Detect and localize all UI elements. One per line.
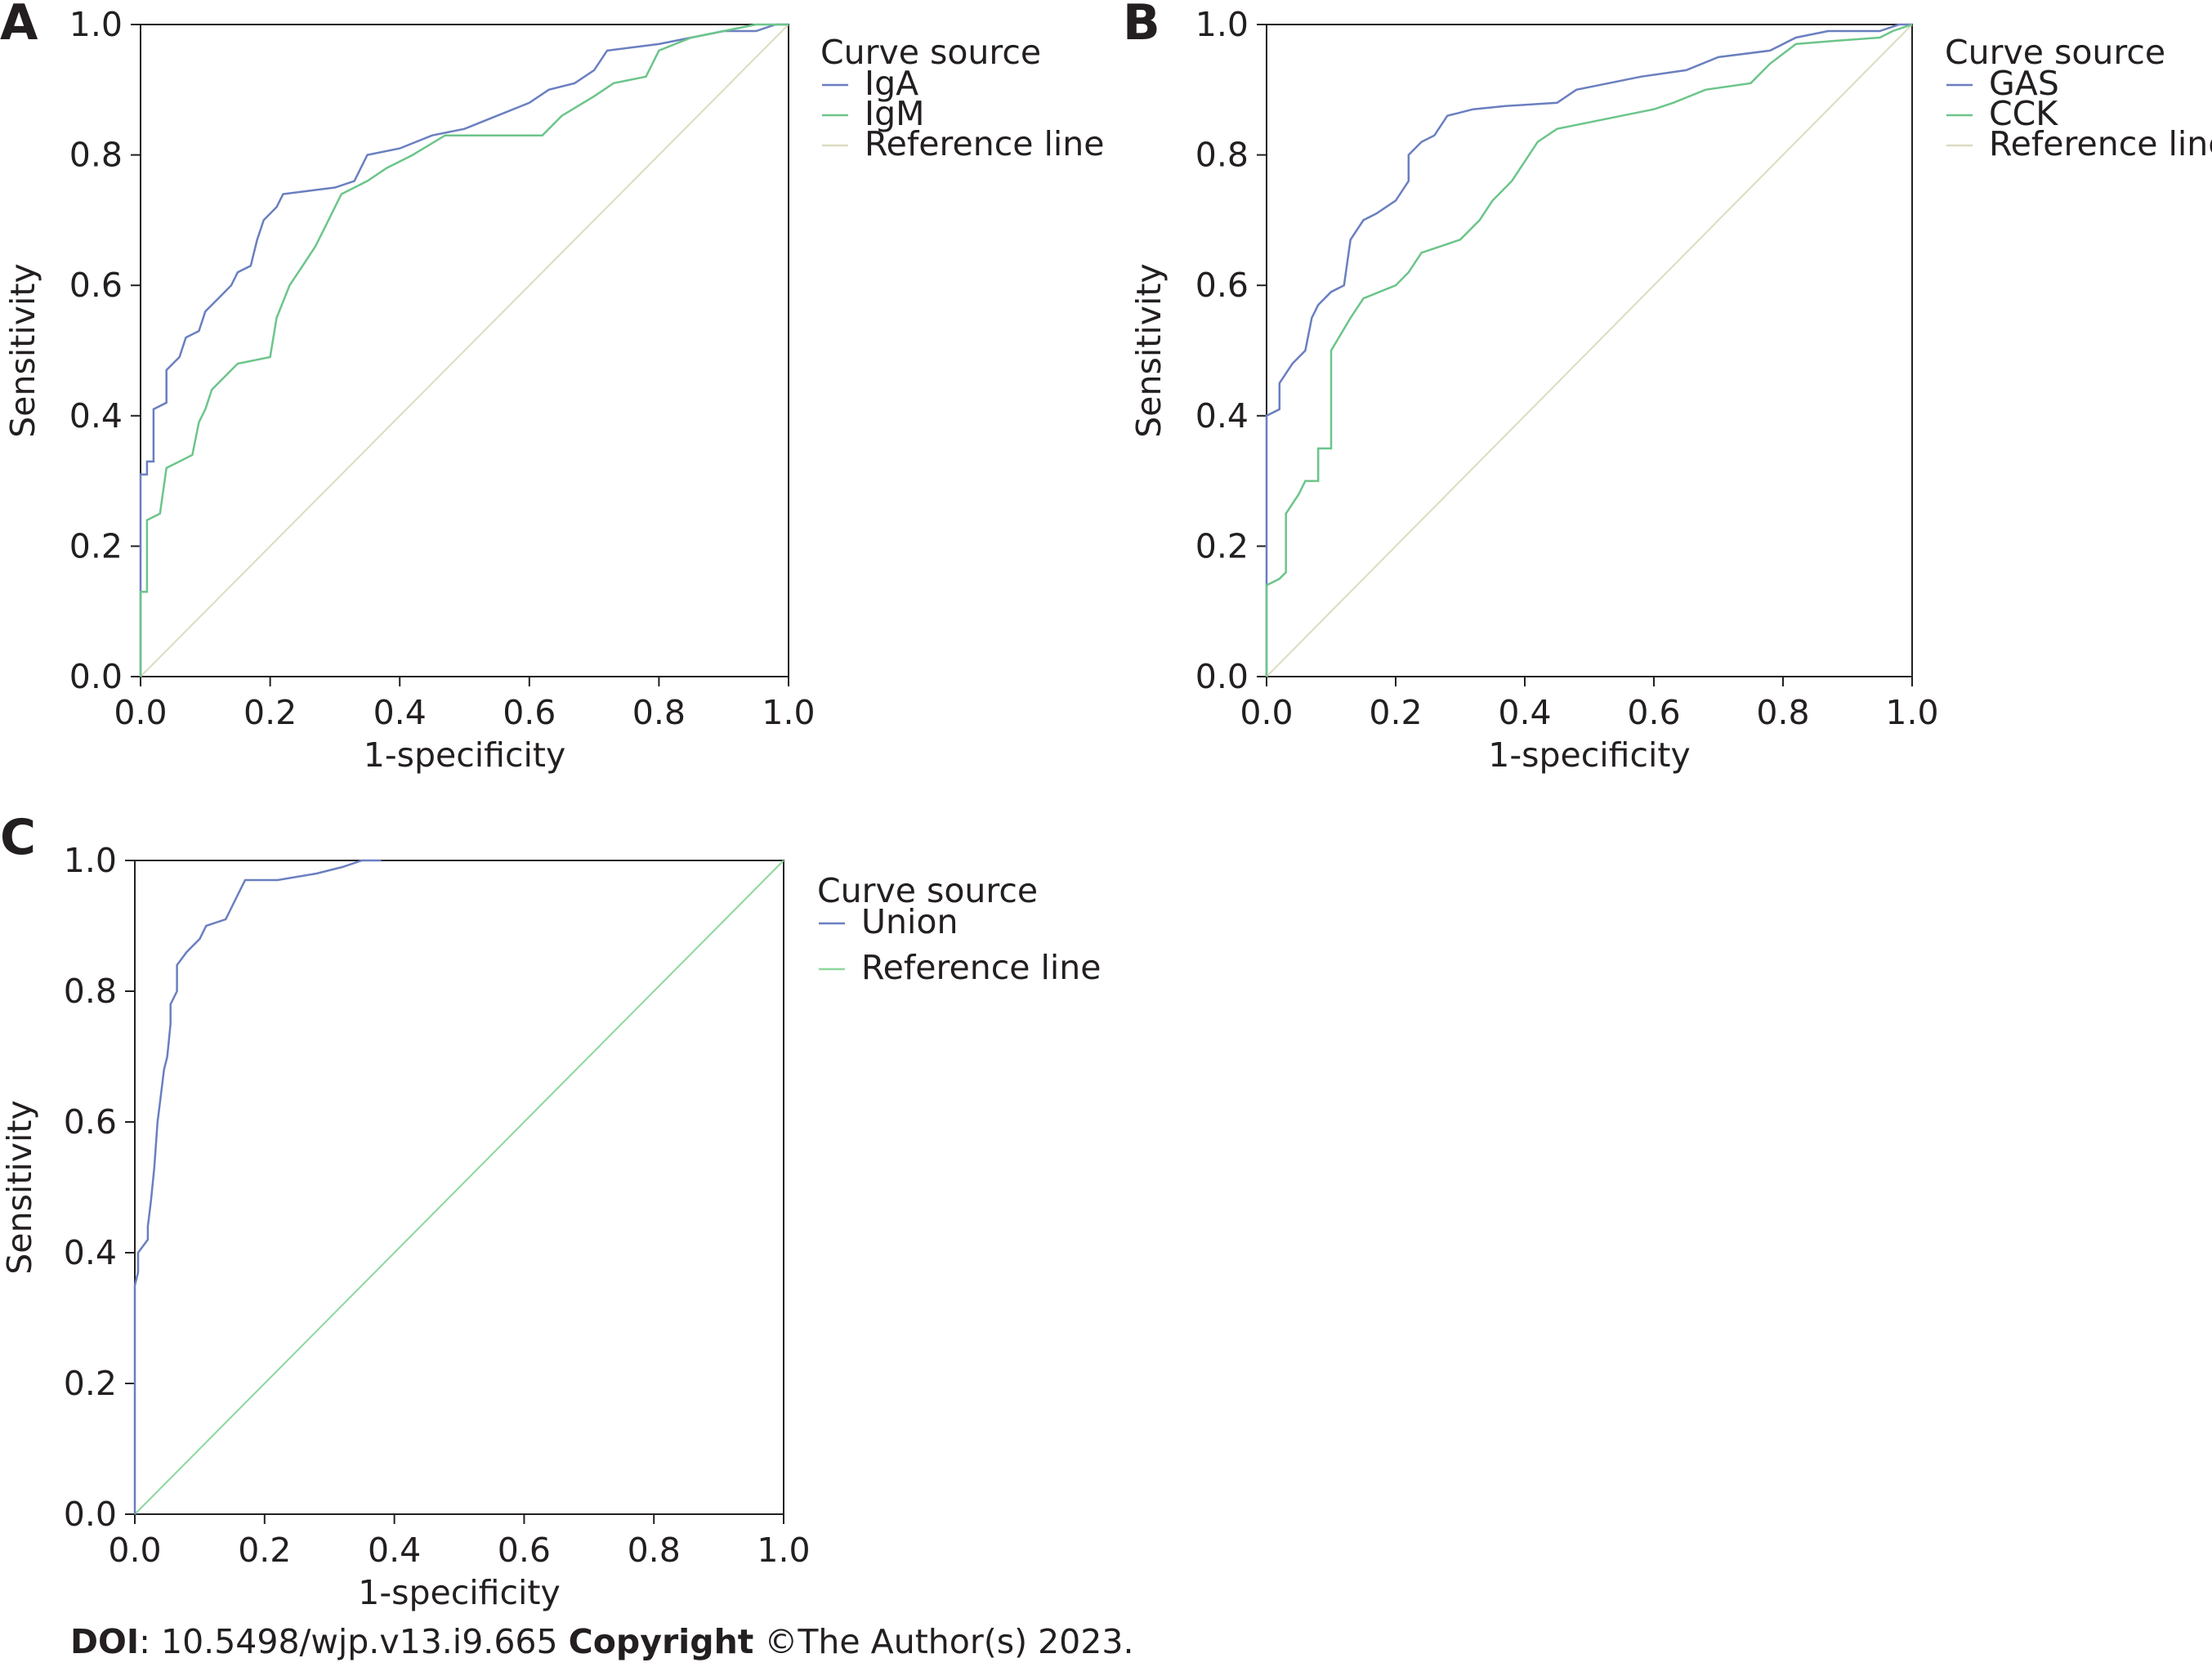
doi-label: DOI xyxy=(70,1622,140,1661)
copyright-label: Copyright xyxy=(568,1622,754,1661)
legend-title: Curve source xyxy=(820,33,1041,72)
y-tick-label: 0.0 xyxy=(69,657,123,696)
legend-label: IgA xyxy=(865,64,918,103)
x-tick-label: 0.8 xyxy=(628,1531,681,1570)
x-tick-label: 0.4 xyxy=(368,1531,421,1570)
y-tick-label: 1.0 xyxy=(64,841,117,880)
y-axis-label: Sensitivity xyxy=(0,1100,39,1274)
series-line-igm xyxy=(139,23,789,677)
panel-letter: A xyxy=(0,0,38,51)
y-tick-label: 0.0 xyxy=(64,1495,117,1534)
x-tick-label: 0.6 xyxy=(1627,693,1680,732)
legend-label: CCK xyxy=(1989,94,2058,133)
y-axis-label: Sensitivity xyxy=(3,263,42,437)
y-tick-label: 0.6 xyxy=(69,266,123,305)
doi-value: : 10.5498/wjp.v13.i9.665 xyxy=(139,1622,569,1661)
y-tick-label: 0.4 xyxy=(1195,396,1249,436)
x-tick-label: 1.0 xyxy=(762,693,815,732)
legend-label: Reference line xyxy=(861,948,1102,987)
chart-panel-a: A 0.0 0.2 0.4 0.6 0.8 1.0 0.0 0.2 0.4 0.6 0.8 1.0 1-s… xyxy=(0,0,1105,775)
x-tick-label: 0.0 xyxy=(1240,693,1293,732)
chart-panel-b: B 0.0 0.2 0.4 0.6 0.8 1.0 0.0 0.2 0.4 0.6 0.8 1.0 1-s… xyxy=(1123,0,2212,775)
plot-frame xyxy=(140,24,789,677)
y-axis-label: Sensitivity xyxy=(1129,263,1169,437)
x-tick-label: 0.2 xyxy=(1369,693,1422,732)
y-tick-label: 0.6 xyxy=(64,1102,117,1142)
series-line-iga xyxy=(139,23,789,677)
x-tick-label: 0.0 xyxy=(114,693,167,732)
legend-title: Curve source xyxy=(817,871,1038,910)
y-tick-label: 0.2 xyxy=(1195,526,1249,565)
legend-title: Curve source xyxy=(1945,33,2165,72)
plot-frame xyxy=(134,860,784,1515)
y-tick-label: 0.2 xyxy=(69,526,123,565)
series-line-cck xyxy=(1265,23,1913,677)
panel-letter: B xyxy=(1123,0,1160,51)
x-tick-label: 0.0 xyxy=(108,1531,161,1570)
y-tick-label: 0.8 xyxy=(1195,136,1249,175)
x-tick-label: 0.2 xyxy=(244,693,297,732)
legend-label: IgM xyxy=(865,94,925,133)
y-tick-label: 0.0 xyxy=(1195,657,1249,696)
legend-label: GAS xyxy=(1989,64,2059,103)
series-line-union xyxy=(133,859,382,1514)
chart-panel-c: C 0.0 0.2 0.4 0.6 0.8 1.0 0.0 0.2 0.4 0.6 0.8 1.0 1-s… xyxy=(0,809,1102,1612)
series-line-reference-line xyxy=(134,860,784,1515)
x-tick-label: 0.6 xyxy=(498,1531,551,1570)
plot-frame xyxy=(1266,24,1913,677)
copyright-value: ©The Author(s) 2023. xyxy=(753,1622,1134,1661)
x-tick-label: 0.4 xyxy=(373,693,427,732)
legend-label: Union xyxy=(861,902,958,941)
y-tick-label: 1.0 xyxy=(1195,5,1249,44)
y-tick-label: 0.4 xyxy=(69,396,123,436)
panel-letter: C xyxy=(0,809,36,866)
x-tick-label: 0.6 xyxy=(503,693,556,732)
x-tick-label: 0.8 xyxy=(632,693,686,732)
x-tick-label: 0.8 xyxy=(1756,693,1809,732)
series-line-reference-line xyxy=(1266,24,1913,677)
x-axis-label: 1-specificity xyxy=(364,735,566,775)
y-tick-label: 0.4 xyxy=(64,1233,117,1272)
series-line-reference-line xyxy=(140,24,789,677)
x-axis-label: 1-specificity xyxy=(1488,735,1691,775)
x-axis-label: 1-specificity xyxy=(358,1573,561,1612)
y-tick-label: 0.8 xyxy=(64,972,117,1011)
y-tick-label: 0.2 xyxy=(64,1364,117,1403)
x-tick-label: 0.4 xyxy=(1498,693,1551,732)
y-tick-label: 0.6 xyxy=(1195,266,1249,305)
legend-label: Reference line xyxy=(865,124,1105,163)
y-tick-label: 0.8 xyxy=(69,136,123,175)
y-tick-label: 1.0 xyxy=(69,5,123,44)
x-tick-label: 1.0 xyxy=(1885,693,1938,732)
series-line-gas xyxy=(1265,23,1912,677)
x-tick-label: 1.0 xyxy=(757,1531,810,1570)
legend-label: Reference line xyxy=(1989,124,2212,163)
x-tick-label: 0.2 xyxy=(238,1531,291,1570)
figure-footer: DOI: 10.5498/wjp.v13.i9.665 Copyright ©T… xyxy=(70,1622,1133,1661)
